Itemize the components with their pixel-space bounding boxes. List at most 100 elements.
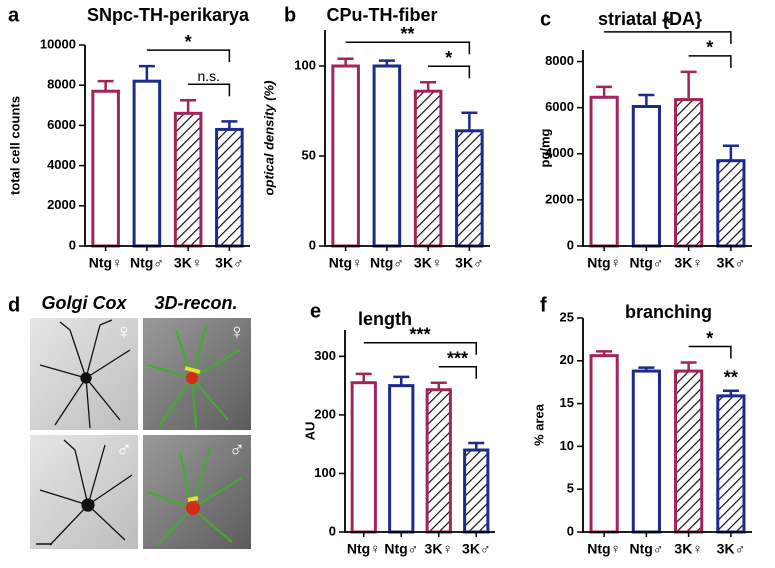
chart-panel: f branching % area 0 5 10 15 20 25 Ntg♀ Ntg♂ 3K♀ 3K♂… [531,294,752,557]
significance-label: * [706,38,713,58]
x-tick-label: Ntg♀ [347,541,381,557]
significance-label: * [664,14,671,34]
error-bar [221,120,238,130]
significance-bracket [604,31,732,44]
x-tick-label: 3K♂ [215,255,243,271]
bar [331,64,360,248]
error-bar [638,93,655,107]
x-tick-label: 3K♀ [674,541,702,557]
y-tick-label: 8000 [47,77,76,92]
significance-bracket [188,83,231,97]
chart-panel: a SNpc-TH-perikarya total cell counts 0 2000… [7,4,250,270]
panel-letter: c [540,8,551,30]
bar [589,95,619,248]
y-tick-label: 0 [567,523,574,538]
chart-title: length [358,309,412,329]
axes [84,45,250,247]
chart-title: branching [625,302,712,322]
x-tick-label: Ntg♀ [587,541,621,557]
significance-bracket [146,49,231,63]
error-bar [680,70,697,100]
bar [132,79,162,248]
error-bar [97,79,114,92]
y-tick-label: 100 [294,57,316,72]
significance-bracket [428,65,471,79]
significance-label: *** [409,324,430,344]
y-axis-label: % area [531,403,546,446]
error-bar [337,57,354,66]
error-bar [596,350,613,356]
error-bar [461,111,478,131]
panel-letter: e [310,300,321,322]
y-tick-label: 200 [314,406,336,421]
y-tick-label: 10 [560,438,574,453]
x-tick-label: 3K♀ [414,255,442,271]
bar [215,127,244,248]
bar [716,159,746,248]
y-tick-label: 0 [69,237,76,252]
bar [372,64,402,248]
neuron-drawing [36,319,133,546]
x-tick-label: Ntg♀ [587,255,621,271]
y-axis-label: AU [302,422,317,441]
significance-label: * [445,48,452,68]
significance-bracket [438,365,477,379]
y-tick-label: 20 [560,352,574,367]
axes [324,30,490,247]
bar [425,388,452,534]
x-tick-label: 3K♂ [455,255,483,271]
axes [582,50,752,247]
panel-letter: a [8,4,20,26]
significance-bracket [363,341,477,355]
significance-bracket [688,55,732,68]
y-tick-label: 15 [560,395,574,410]
error-bar [138,64,155,82]
error-bar [393,375,410,386]
y-tick-label: 4000 [545,145,574,160]
y-axis-label: total cell counts [7,96,22,195]
significance-bracket [345,41,471,55]
y-tick-label: 25 [560,309,574,324]
x-tick-label: 3K♂ [717,541,745,557]
x-tick-label: Ntg♂ [384,541,418,557]
bar [173,111,203,248]
panel-letter: f [540,294,547,316]
y-tick-label: 5 [567,481,574,496]
chart-panel: c striatal {DA} pg/mg 0 2000 4000 6000 8000 Ntg♀… [537,8,752,271]
panel-letter: d [8,294,20,316]
panel-letter: b [284,4,296,26]
x-tick-label: Ntg♂ [370,255,404,271]
sex-symbol: ♀ [229,319,246,344]
chart-title: striatal {DA} [598,9,702,29]
sex-symbol: ♀ [116,319,133,344]
y-tick-label: 300 [314,348,336,363]
bar [463,448,490,534]
sex-symbol: ♂ [116,437,133,462]
x-tick-label: 3K♀ [174,255,202,271]
significance-label: * [185,32,192,52]
bar [413,89,443,248]
bar [91,89,120,248]
x-tick-label: 3K♂ [717,255,745,271]
error-bar [680,361,697,372]
y-tick-label: 0 [567,237,574,252]
chart-panel: e length AU 0 100 200 300 Ntg♀ Ntg♂ 3K♀ 3K♂ *** *** [302,300,495,557]
bar [350,381,377,534]
axes [582,318,752,533]
x-tick-label: 3K♂ [462,541,490,557]
axes [344,330,495,533]
y-tick-label: 8000 [545,53,574,68]
bar [631,104,661,248]
x-tick-label: 3K♀ [425,541,453,557]
x-tick-label: Ntg♂ [629,541,663,557]
bar [716,394,746,534]
y-tick-label: 10000 [40,36,76,51]
y-tick-label: 100 [314,465,336,480]
bar [589,354,619,534]
y-tick-label: 50 [302,147,316,162]
bar [674,369,704,534]
bar [674,98,704,248]
error-bar [378,59,395,66]
y-tick-label: 4000 [47,157,76,172]
significance-label: *** [447,348,468,368]
